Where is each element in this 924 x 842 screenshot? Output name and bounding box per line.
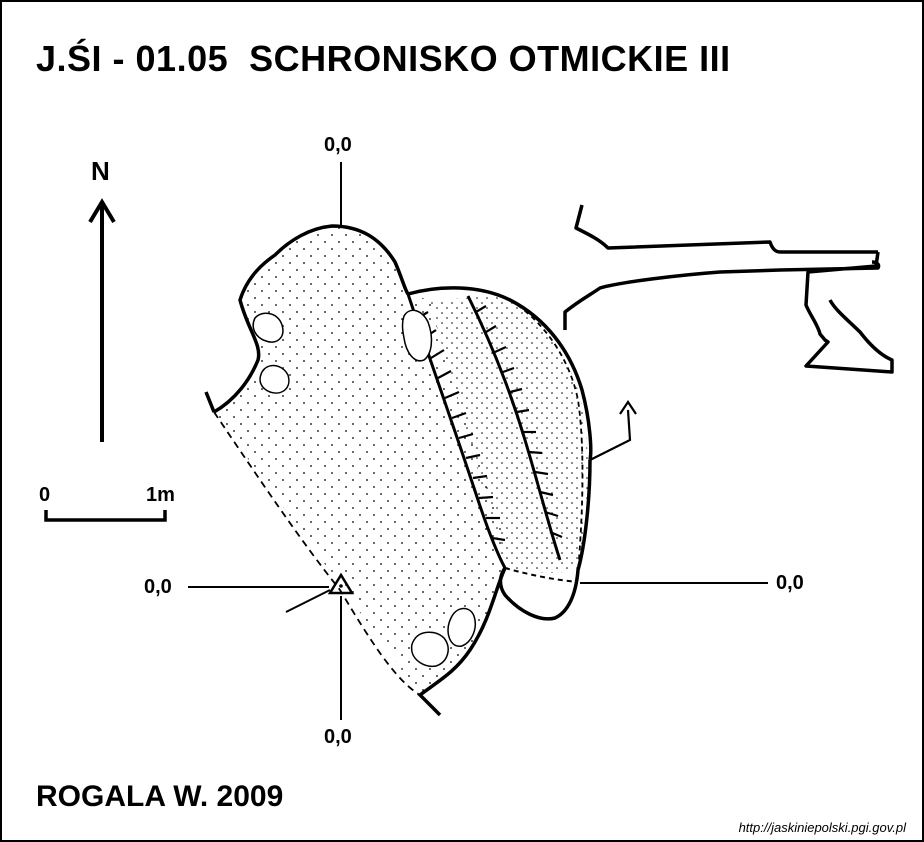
- source-url[interactable]: http://jaskiniepolski.pgi.gov.pl: [738, 820, 906, 835]
- profile-lines: [188, 162, 768, 720]
- map-title: J.ŚI - 01.05 SCHRONISKO OTMICKIE III: [36, 38, 731, 79]
- profile-label-bottom: 0,0: [324, 726, 352, 748]
- scale-start-label: 0: [39, 484, 51, 506]
- profile-label-right: 0,0: [776, 572, 804, 594]
- profile-label-left: 0,0: [144, 576, 172, 598]
- profile-label-top: 0,0: [324, 134, 352, 156]
- author-credit: ROGALA W. 2009: [36, 780, 284, 813]
- north-label: N: [91, 156, 110, 186]
- cave-section-sketch: [563, 204, 894, 374]
- north-arrow: [88, 198, 116, 442]
- scale-end-label: 1m: [146, 484, 175, 506]
- cave-main-chamber: [204, 224, 637, 717]
- scale-bar: [44, 510, 167, 522]
